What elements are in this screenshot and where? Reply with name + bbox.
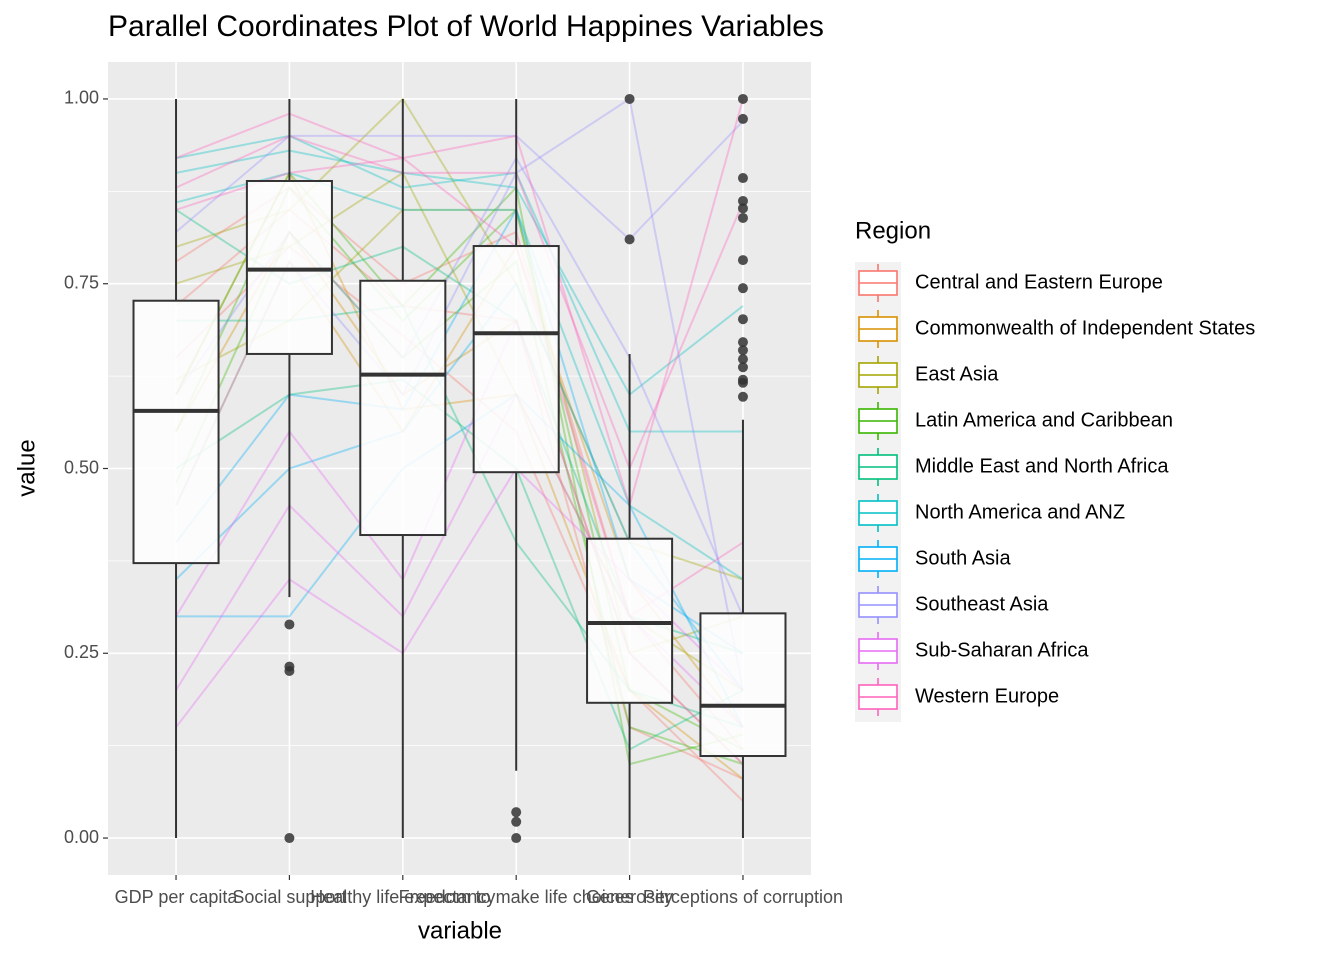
legend-label: Southeast Asia <box>915 593 1049 615</box>
country-line <box>175 134 744 472</box>
legend-label: South Asia <box>915 547 1012 569</box>
outlier <box>511 807 522 818</box>
x-tick-label: Social support <box>232 887 346 907</box>
outlier <box>284 666 295 677</box>
country-line <box>175 171 744 581</box>
x-tick-label: Perceptions of corruption <box>643 887 843 907</box>
box <box>472 245 560 474</box>
box <box>132 299 220 565</box>
y-tick-label: 1.00 <box>64 88 99 108</box>
outlier <box>737 391 748 402</box>
outlier <box>737 212 748 223</box>
y-tick-label: 0.75 <box>64 272 99 292</box>
outlier <box>737 337 748 348</box>
legend-title: Region <box>855 217 931 244</box>
box <box>359 279 447 537</box>
box <box>586 537 674 704</box>
outlier <box>284 619 295 630</box>
outlier <box>737 283 748 294</box>
outlier <box>737 255 748 266</box>
y-tick-label: 0.25 <box>64 642 99 662</box>
outlier <box>737 345 748 356</box>
legend-label: Commonwealth of Independent States <box>915 317 1255 339</box>
outlier <box>737 203 748 214</box>
x-tick-label: GDP per capita <box>115 887 239 907</box>
legend-label: Middle East and North Africa <box>915 455 1169 477</box>
legend-label: Sub-Saharan Africa <box>915 639 1089 661</box>
x-tick-label: Healthy life expectancy <box>310 887 495 907</box>
y-tick-label: 0.00 <box>64 827 99 847</box>
box <box>699 612 787 758</box>
outlier <box>624 234 635 245</box>
outlier <box>511 816 522 827</box>
outlier <box>737 377 748 388</box>
outlier <box>737 314 748 325</box>
legend-label: Western Europe <box>915 685 1059 707</box>
outlier <box>737 93 748 104</box>
outlier <box>737 354 748 365</box>
country-line <box>175 134 743 433</box>
outlier <box>624 93 635 104</box>
x-tick-label: Generosity <box>586 887 673 907</box>
legend-label: Latin America and Caribbean <box>915 409 1173 431</box>
x-axis-label: variable <box>418 917 502 944</box>
country-line <box>175 149 744 397</box>
legend-label: East Asia <box>915 363 999 385</box>
chart-title: Parallel Coordinates Plot of World Happi… <box>108 10 824 43</box>
country-line <box>175 120 744 241</box>
outlier <box>737 173 748 184</box>
box <box>245 179 333 355</box>
legend-label: Central and Eastern Europe <box>915 271 1163 293</box>
legend-label: North America and ANZ <box>915 501 1125 523</box>
outlier <box>737 195 748 206</box>
x-tick-label: Freedom to make life choices <box>399 887 634 907</box>
outlier <box>284 833 295 844</box>
outlier <box>737 362 748 373</box>
outlier <box>737 113 748 124</box>
y-axis-label: value <box>13 439 40 496</box>
outlier <box>511 833 522 844</box>
y-tick-label: 0.50 <box>64 457 99 477</box>
country-line <box>175 378 744 751</box>
country-line <box>175 98 744 510</box>
